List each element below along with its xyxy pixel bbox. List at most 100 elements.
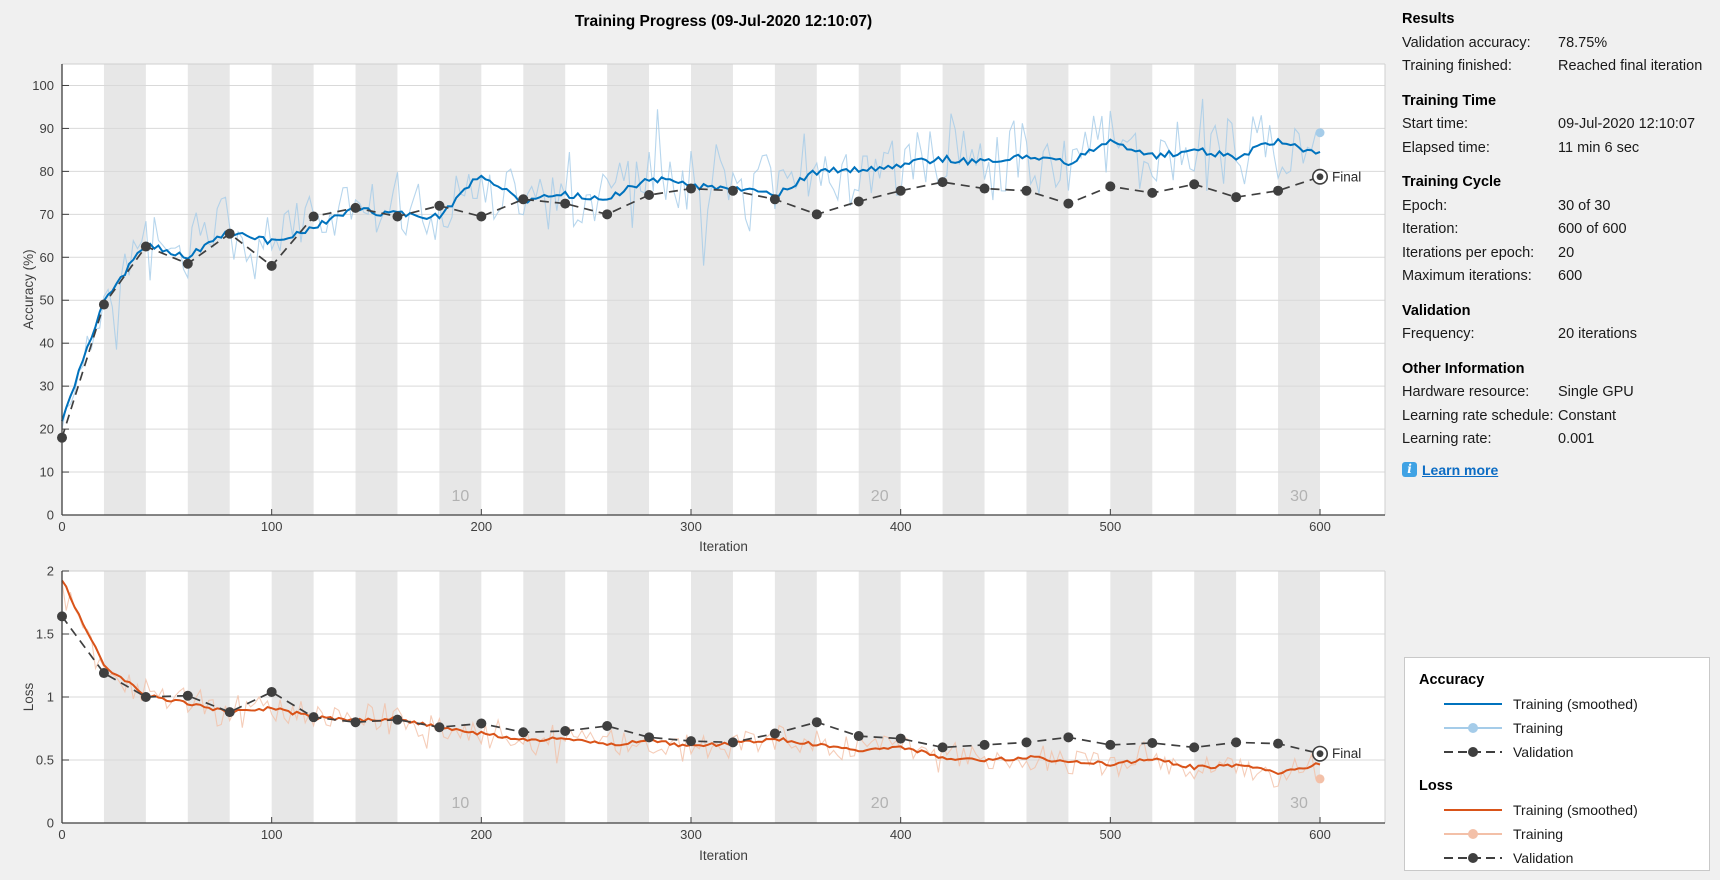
panel-section-training-cycle: Training Cycle Epoch: 30 of 30 Iteration: 60… [1402,171,1718,289]
accuracy-chart: 10 20 30 Final 0 100 200 300 400 500 600 0 10 20 30 40 5… [21,63,1386,554]
info-label: Start time: [1402,116,1469,132]
svg-text:40: 40 [40,336,54,351]
svg-text:600: 600 [1309,519,1331,534]
legend-entry-label: Training [1513,720,1564,736]
svg-text:80: 80 [40,164,54,179]
svg-text:10: 10 [40,465,54,480]
svg-text:0: 0 [47,816,54,831]
results-panel: Results Validation accuracy: 78.75% Trainin… [1402,8,1718,478]
info-value: 600 of 600 [1558,221,1627,237]
info-row: Epoch: 30 of 30 [1402,195,1718,219]
legend-sample-solid-marker [1444,829,1502,839]
panel-section-other-information: Other Information Hardware resource: Singl… [1402,358,1718,452]
final-label: Final [1332,746,1361,761]
legend-entry-label: Training (smoothed) [1513,802,1638,818]
svg-text:100: 100 [32,78,54,93]
info-label: Hardware resource: [1402,384,1530,400]
svg-text:200: 200 [470,827,492,842]
svg-text:300: 300 [680,827,702,842]
epoch-bands [103,64,1321,515]
info-row: Iteration: 600 of 600 [1402,218,1718,242]
info-icon: i [1402,462,1417,477]
svg-text:500: 500 [1099,827,1121,842]
epoch-labels: 10 20 30 [451,488,1308,505]
info-row: Hardware resource: Single GPU [1402,381,1718,405]
legend-entry-label: Training (smoothed) [1513,696,1638,712]
training-final-point [1315,128,1325,138]
learn-more-link[interactable]: Learn more [1422,461,1499,478]
info-value: 600 [1558,268,1583,284]
info-label: Iterations per epoch: [1402,244,1535,261]
legend-entry-label: Validation [1513,850,1574,866]
panel-section-results: Results Validation accuracy: 78.75% Trainin… [1402,8,1718,79]
svg-text:60: 60 [40,250,54,265]
svg-text:400: 400 [890,519,912,534]
section-header: Results [1402,11,1455,27]
final-marker: Final [1312,168,1361,185]
svg-text:0: 0 [47,508,54,523]
svg-text:20: 20 [871,795,889,812]
svg-text:0: 0 [58,519,65,534]
svg-text:30: 30 [1290,488,1308,505]
svg-text:50: 50 [40,293,54,308]
info-label: Epoch: [1402,197,1448,214]
info-value: 78.75% [1558,34,1608,51]
gridlines [62,84,1385,473]
training-final-point [1315,774,1325,784]
info-row: Elapsed time: 11 min 6 sec [1402,137,1718,161]
panel-section-validation: Validation Frequency: 20 iterations [1402,300,1718,347]
svg-text:30: 30 [1290,795,1308,812]
svg-text:100: 100 [261,827,283,842]
axis-ticks: 0 100 200 300 400 500 600 0 0.5 1 1.5 2 [36,564,1331,843]
section-header: Training Time [1402,92,1497,109]
svg-text:70: 70 [40,207,54,222]
epoch-labels: 10 20 30 [451,795,1308,812]
panel-section-training-time: Training Time Start time: 09-Jul-2020 12:1… [1402,90,1718,161]
info-row: Iterations per epoch: 20 [1402,242,1718,266]
final-label: Final [1332,169,1361,184]
section-header: Other Information [1402,360,1525,377]
section-header: Training Cycle [1402,174,1502,190]
info-value: Single GPU [1558,384,1634,400]
info-value: 20 iterations [1558,326,1637,342]
info-label: Frequency: [1402,326,1475,342]
info-value: Reached final iteration [1558,58,1703,74]
y-axis-label: Accuracy (%) [21,249,36,329]
section-header: Validation [1402,302,1471,319]
svg-text:1.5: 1.5 [36,627,54,642]
legend-entry: Validation [1405,740,1709,764]
info-row: Maximum iterations: 600 [1402,265,1718,289]
learn-more: i Learn more [1402,462,1718,478]
svg-text:0.5: 0.5 [36,753,54,768]
svg-text:30: 30 [40,379,54,394]
info-label: Iteration: [1402,221,1459,237]
svg-text:0: 0 [58,827,65,842]
validation-markers [57,177,1284,443]
info-label: Learning rate schedule: [1402,407,1554,424]
info-value: 20 [1558,244,1575,261]
figure-title: Training Progress (09-Jul-2020 12:10:07) [574,13,873,30]
training-raw-series [61,581,1320,788]
legend-group-header: Accuracy [1419,672,1485,688]
info-value: 09-Jul-2020 12:10:07 [1558,116,1696,132]
info-label: Learning rate: [1402,431,1492,447]
legend-group-header: Loss [1419,778,1453,794]
svg-text:10: 10 [451,795,469,812]
training-raw-series [61,98,1320,430]
legend-sample-solid-marker [1444,723,1502,733]
svg-text:500: 500 [1099,519,1121,534]
axis-ticks: 0 100 200 300 400 500 600 0 10 20 30 40 50 60 70 80 90 10… [32,78,1331,534]
legend-sample-dashed-marker [1444,853,1502,863]
info-row: Validation accuracy: 78.75% [1402,32,1718,56]
svg-text:20: 20 [871,488,889,505]
svg-text:10: 10 [451,488,469,505]
svg-text:1: 1 [47,690,54,705]
x-axis-label: Iteration [699,848,748,863]
svg-text:200: 200 [470,519,492,534]
validation-markers [57,611,1284,753]
info-label: Training finished: [1402,58,1512,74]
legend-entry: Training [1405,716,1709,740]
svg-text:400: 400 [890,827,912,842]
